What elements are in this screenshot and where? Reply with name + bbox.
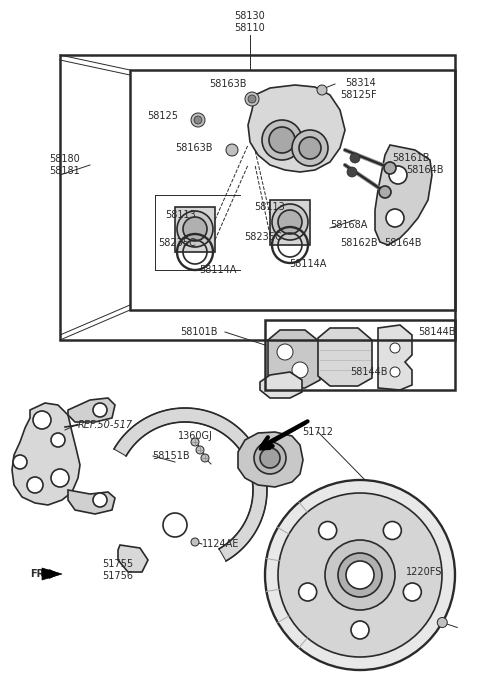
Text: 58151B: 58151B: [152, 451, 190, 461]
Circle shape: [350, 153, 360, 163]
Circle shape: [437, 617, 447, 628]
Circle shape: [33, 411, 51, 429]
Circle shape: [245, 92, 259, 106]
Circle shape: [51, 433, 65, 447]
Circle shape: [191, 113, 205, 127]
Circle shape: [389, 166, 407, 184]
Text: 1220FS: 1220FS: [406, 567, 443, 577]
Circle shape: [272, 204, 308, 240]
Circle shape: [403, 583, 421, 601]
Text: 58161B: 58161B: [392, 153, 430, 163]
Circle shape: [27, 477, 43, 493]
Text: 58144B: 58144B: [350, 367, 387, 377]
Bar: [265, 320, 455, 390]
Text: 51755
51756: 51755 51756: [102, 559, 133, 581]
Circle shape: [386, 209, 404, 227]
Circle shape: [338, 553, 382, 597]
Polygon shape: [118, 545, 148, 572]
Circle shape: [93, 403, 107, 417]
Circle shape: [384, 522, 401, 539]
Text: 1124AE: 1124AE: [202, 539, 240, 549]
Circle shape: [278, 210, 302, 234]
Circle shape: [292, 130, 328, 166]
Polygon shape: [260, 372, 302, 398]
Circle shape: [226, 144, 238, 156]
Polygon shape: [375, 145, 432, 245]
Circle shape: [384, 162, 396, 174]
Circle shape: [269, 127, 295, 153]
Circle shape: [201, 454, 209, 462]
Circle shape: [163, 513, 187, 537]
Polygon shape: [68, 398, 115, 422]
Bar: [60, 55, 455, 340]
Text: 58114A: 58114A: [289, 259, 327, 269]
Circle shape: [183, 217, 207, 241]
Polygon shape: [68, 490, 115, 514]
Polygon shape: [175, 207, 215, 252]
Text: 58164B: 58164B: [406, 165, 444, 175]
Text: 58113: 58113: [165, 210, 196, 220]
Circle shape: [177, 211, 213, 247]
Circle shape: [277, 344, 293, 360]
Text: 51712: 51712: [302, 427, 334, 437]
Text: 58314: 58314: [345, 78, 376, 88]
Text: 1360GJ: 1360GJ: [178, 431, 213, 441]
Text: 58113: 58113: [254, 202, 285, 212]
Circle shape: [346, 561, 374, 589]
Text: 58101B: 58101B: [180, 327, 218, 337]
Text: 58130
58110: 58130 58110: [235, 11, 265, 33]
Circle shape: [262, 120, 302, 160]
Text: FR.: FR.: [30, 569, 48, 579]
Text: 58180
58181: 58180 58181: [49, 154, 80, 176]
Circle shape: [191, 438, 199, 446]
Text: REF.50-517: REF.50-517: [78, 420, 133, 430]
Circle shape: [191, 538, 199, 546]
Bar: [130, 70, 455, 310]
Circle shape: [299, 137, 321, 159]
Polygon shape: [318, 328, 372, 386]
Circle shape: [390, 343, 400, 353]
Circle shape: [194, 116, 202, 124]
Circle shape: [265, 480, 455, 670]
Circle shape: [299, 583, 317, 601]
Circle shape: [325, 540, 395, 610]
Circle shape: [13, 455, 27, 469]
Circle shape: [347, 167, 357, 177]
Circle shape: [319, 522, 336, 539]
Text: 58168A: 58168A: [330, 220, 367, 230]
Text: 58114A: 58114A: [199, 265, 237, 275]
Circle shape: [317, 85, 327, 95]
Text: 58125F: 58125F: [340, 90, 377, 100]
Circle shape: [292, 362, 308, 378]
Text: 58144B: 58144B: [418, 327, 456, 337]
Circle shape: [254, 442, 286, 474]
Circle shape: [93, 493, 107, 507]
Polygon shape: [114, 408, 267, 561]
Text: 58235C: 58235C: [244, 232, 282, 242]
Circle shape: [248, 95, 256, 103]
Polygon shape: [378, 325, 412, 390]
Polygon shape: [268, 330, 320, 388]
Text: 58163B: 58163B: [176, 143, 213, 153]
Circle shape: [390, 367, 400, 377]
Text: 58162B: 58162B: [340, 238, 378, 248]
Circle shape: [351, 621, 369, 639]
Text: 58125: 58125: [147, 111, 178, 121]
Polygon shape: [42, 568, 62, 580]
Circle shape: [278, 493, 442, 657]
Polygon shape: [270, 200, 310, 245]
Polygon shape: [238, 432, 303, 487]
Text: 58163B: 58163B: [209, 79, 247, 89]
Circle shape: [196, 446, 204, 454]
Polygon shape: [12, 403, 80, 505]
Polygon shape: [248, 85, 345, 172]
Circle shape: [51, 469, 69, 487]
Text: 58235C: 58235C: [158, 238, 196, 248]
Circle shape: [260, 448, 280, 468]
Text: 58164B: 58164B: [384, 238, 421, 248]
Circle shape: [379, 186, 391, 198]
